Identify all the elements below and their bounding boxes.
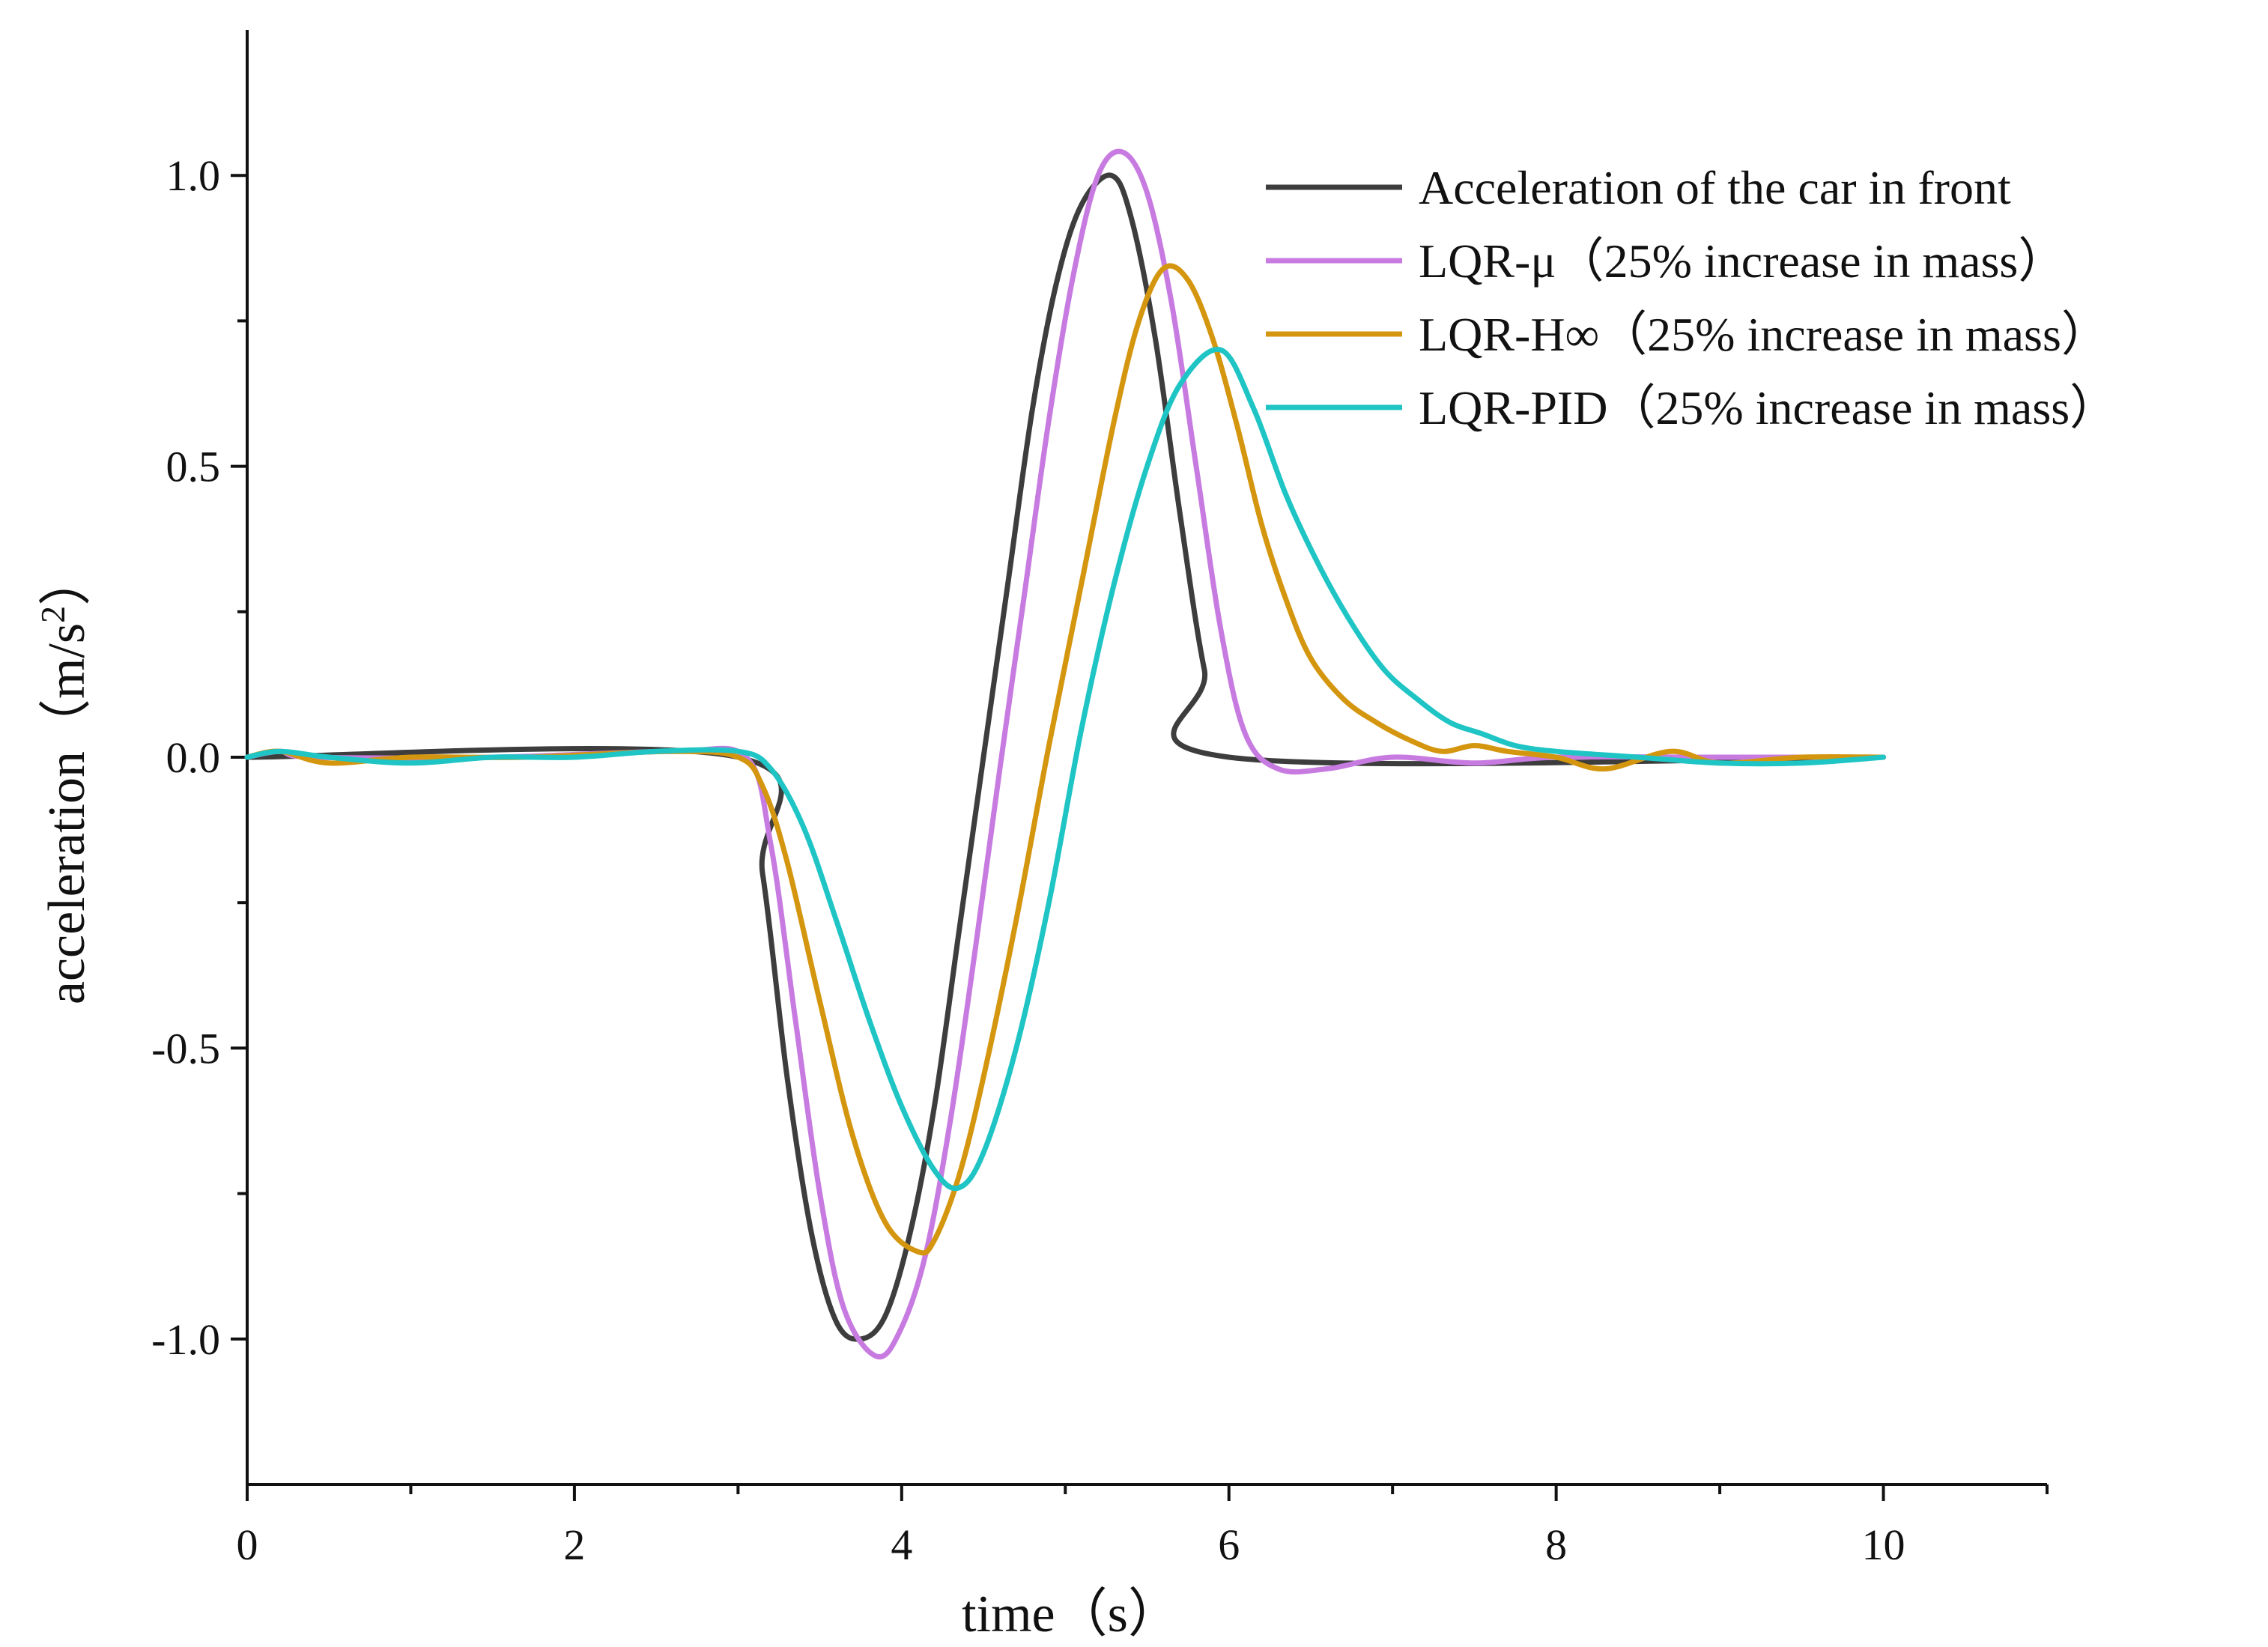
y-tick-label: -0.5 [151, 1024, 220, 1073]
y-axis-title-superscript: 2 [34, 606, 72, 623]
legend-label: LQR-PID（25% increase in mass） [1419, 381, 2117, 434]
series-line-front-car [244, 172, 1886, 1342]
y-tick-label: 1.0 [166, 151, 221, 200]
x-axis-title: time（s） [962, 1586, 1180, 1643]
x-tick-label: 0 [237, 1520, 258, 1569]
series-layer [244, 148, 1886, 1359]
series-line-lqr-pid [244, 347, 1886, 1192]
x-tick-label: 4 [891, 1520, 912, 1569]
y-tick-label: 0.5 [166, 443, 221, 491]
legend-label: Acceleration of the car in front [1419, 161, 2011, 214]
axes: 0 2 4 6 8 10 1.0 0.5 0.0 -0.5 -1.0 [151, 30, 2049, 1569]
legend: Acceleration of the car in front LQR-μ（25… [1266, 161, 2117, 434]
y-axis-title-close: ） [38, 553, 96, 606]
x-tick-label: 8 [1545, 1520, 1567, 1569]
y-axis-title: acceleration（m/s2） [34, 553, 96, 1004]
y-tick-label: -1.0 [151, 1315, 220, 1364]
legend-label: LQR-H∞（25% increase in mass） [1419, 308, 2109, 361]
x-tick-label: 6 [1218, 1520, 1240, 1569]
x-tick-label: 2 [563, 1520, 585, 1569]
legend-label: LQR-μ（25% increase in mass） [1419, 234, 2066, 288]
y-tick-label: 0.0 [166, 733, 221, 782]
x-tick-label: 10 [1862, 1520, 1905, 1569]
series-line-lqr-hinf [244, 263, 1886, 1256]
y-axis-title-main: acceleration（m/s [38, 623, 96, 1004]
